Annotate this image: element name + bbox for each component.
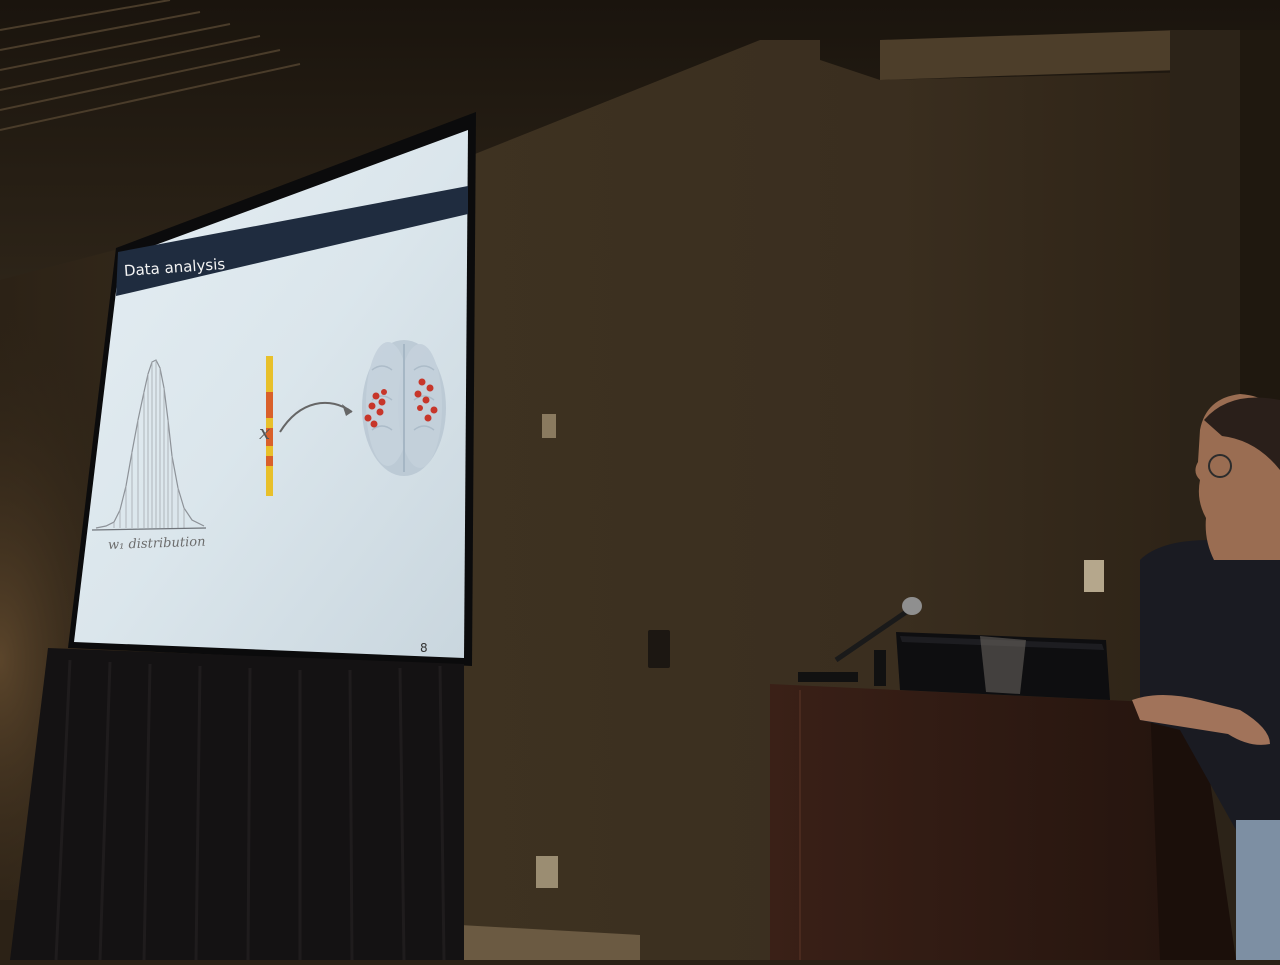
power-outlet	[536, 856, 558, 888]
histogram	[91, 359, 207, 531]
skirt-folds	[54, 659, 446, 961]
feature-vector-bar	[266, 356, 273, 496]
variable-label: x	[259, 420, 271, 444]
podium	[770, 684, 1236, 960]
brain-diagram	[362, 340, 446, 476]
electrodes	[364, 378, 438, 428]
speaker	[1132, 394, 1280, 960]
table-skirt	[10, 648, 464, 960]
microphone	[798, 597, 922, 686]
baseboard	[460, 925, 640, 960]
water-glass	[980, 636, 1026, 694]
light-switch	[1084, 560, 1104, 592]
slide-page-number: 8	[420, 641, 428, 655]
wall-plate	[542, 414, 556, 438]
slide-title-bar-main	[116, 186, 468, 296]
arrowhead	[342, 404, 352, 416]
podium-side	[1150, 702, 1236, 960]
ceiling-vent	[0, 0, 301, 131]
crown-moulding	[880, 30, 1180, 80]
wall-socket	[648, 630, 670, 668]
